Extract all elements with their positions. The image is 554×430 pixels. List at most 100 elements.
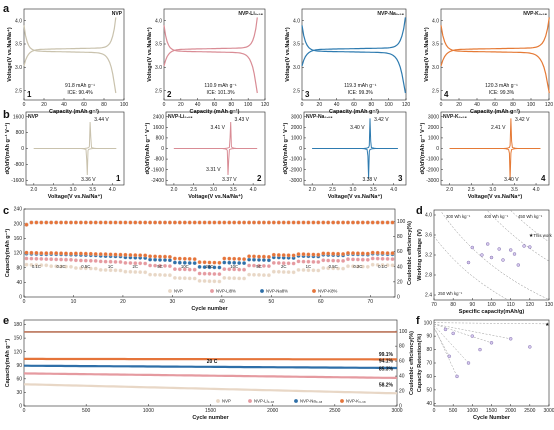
capacity-point — [266, 264, 271, 269]
ce-point — [301, 220, 306, 225]
x-tick-label: 1500 — [205, 408, 216, 414]
x-tick-label: 60 — [318, 299, 324, 305]
y-tick-label: 3.0 — [293, 65, 300, 71]
y-tick-label: 0 — [19, 295, 22, 301]
legend-marker — [216, 399, 220, 403]
capacity-point — [83, 251, 88, 256]
ce-point — [247, 220, 252, 225]
x-tick-label: 3.0 — [489, 187, 496, 193]
trend-line — [433, 325, 469, 364]
capacity-point — [252, 254, 257, 259]
x-tick-label: 2.5 — [50, 187, 57, 193]
x-tick-label: 20 — [178, 102, 184, 108]
capacity-band — [23, 383, 398, 395]
capacity-annotation: 119.3 mAh g⁻¹ — [344, 83, 377, 89]
capacity-point — [113, 259, 118, 264]
capacity-point — [182, 276, 187, 281]
x-tick-label: 40 — [219, 299, 225, 305]
panel-label-b: b — [3, 109, 10, 121]
capacity-point — [331, 251, 336, 256]
capacity-point — [390, 263, 395, 268]
discharge-curve — [440, 25, 550, 94]
capacity-point — [281, 261, 286, 266]
capacity-point — [261, 273, 266, 278]
capacity-point — [148, 254, 153, 259]
x-tick-label: 60 — [81, 102, 87, 108]
capacity-point — [375, 262, 380, 267]
y-tick-label: 70 — [426, 361, 432, 367]
ce-point — [172, 220, 177, 225]
peak-lower-label: 3.38 V — [362, 177, 377, 183]
y-tick-label: 0 — [161, 146, 164, 152]
capacity-point — [271, 269, 276, 274]
ice-annotation: ICE: 99.3% — [348, 90, 374, 96]
x-tick-label: 70 — [431, 302, 437, 308]
x-tick-label: 2.0 — [30, 187, 37, 193]
cathodic-curve — [173, 148, 258, 176]
ce-point — [385, 220, 390, 225]
capacity-point — [24, 256, 29, 261]
capacity-point — [385, 251, 390, 256]
x-tick-label: 0 — [23, 408, 26, 414]
y-axis-label: dQ/dV(mAh g⁻¹ V⁻¹) — [144, 123, 151, 175]
x-tick-label: 1000 — [143, 408, 154, 414]
x-tick-label: 130 — [545, 302, 554, 308]
capacity-point — [237, 267, 242, 272]
rate-label: 1C — [306, 264, 312, 269]
ce-point — [88, 220, 93, 225]
capacity-point — [380, 250, 385, 255]
x-axis-label: Voltage(V vs.Na/Na⁺) — [468, 193, 523, 200]
capacity-point — [49, 251, 54, 256]
legend-marker — [210, 289, 214, 293]
rate-label: 20C — [206, 264, 214, 269]
capacity-point — [212, 279, 217, 284]
series-NVP-K8% — [24, 220, 395, 265]
subplot-number: 1 — [116, 174, 121, 183]
capacity-point — [44, 263, 49, 268]
x-tick-label: 3.0 — [349, 187, 356, 193]
panel-d-group: 70 80 90 100 110 120 130 2.4 2.8 3.2 3.6 4.0 300 Wh … — [417, 209, 554, 315]
energy-label: 250 Wh kg⁻¹ — [438, 291, 463, 296]
ce-point — [370, 220, 375, 225]
x-tick-label: 60 — [351, 102, 357, 108]
capacity-point — [390, 257, 395, 262]
capacity-point — [98, 252, 103, 257]
subplot-title: NVP-Na₀.₀₈ — [306, 114, 333, 120]
literature-point — [497, 247, 501, 251]
ce-point — [380, 220, 385, 225]
energy-label: 300 Wh kg⁻¹ — [446, 214, 471, 219]
y2-tick-label: 100 — [397, 219, 406, 225]
capacity-point — [390, 251, 395, 256]
literature-point — [486, 242, 490, 246]
ce-point — [257, 220, 262, 225]
x-axis-label: Capacity (mAh g⁻¹) — [329, 108, 379, 115]
peak-lower-label: 3.40 V — [504, 177, 519, 183]
capacity-point — [232, 260, 237, 265]
y-axis-label: Capacity(mAh g⁻¹) — [4, 229, 11, 278]
capacity-point — [192, 261, 197, 266]
ce-point — [252, 220, 257, 225]
x-tick-label: 40 — [195, 102, 201, 108]
subplot-title: NVP-K₀.₀₈ — [523, 11, 547, 17]
y-tick-label: 60 — [16, 376, 22, 382]
discharge-curve — [163, 25, 258, 94]
capacity-point — [306, 252, 311, 257]
trend-line — [433, 327, 450, 357]
rate-label: 5C — [157, 264, 163, 269]
y-tick-label: 150 — [14, 336, 23, 342]
capacity-point — [108, 259, 113, 264]
y-axis-label: Voltage(V vs.Na/Na⁺) — [146, 27, 153, 82]
capacity-point — [172, 275, 177, 280]
ce-point — [113, 220, 118, 225]
literature-point — [528, 345, 532, 349]
x-tick-label: 0 — [23, 299, 26, 305]
x-tick-label: 120 — [545, 102, 554, 108]
x-tick-label: 2500 — [524, 408, 535, 414]
x-tick-label: 3.5 — [230, 187, 237, 193]
capacity-point — [163, 263, 168, 268]
x-tick-label: 3.5 — [511, 187, 518, 193]
charge-curve — [163, 17, 258, 67]
trend-line — [433, 322, 550, 325]
energy-isoline — [510, 210, 550, 243]
y-tick-label: 4.0 — [425, 213, 432, 219]
